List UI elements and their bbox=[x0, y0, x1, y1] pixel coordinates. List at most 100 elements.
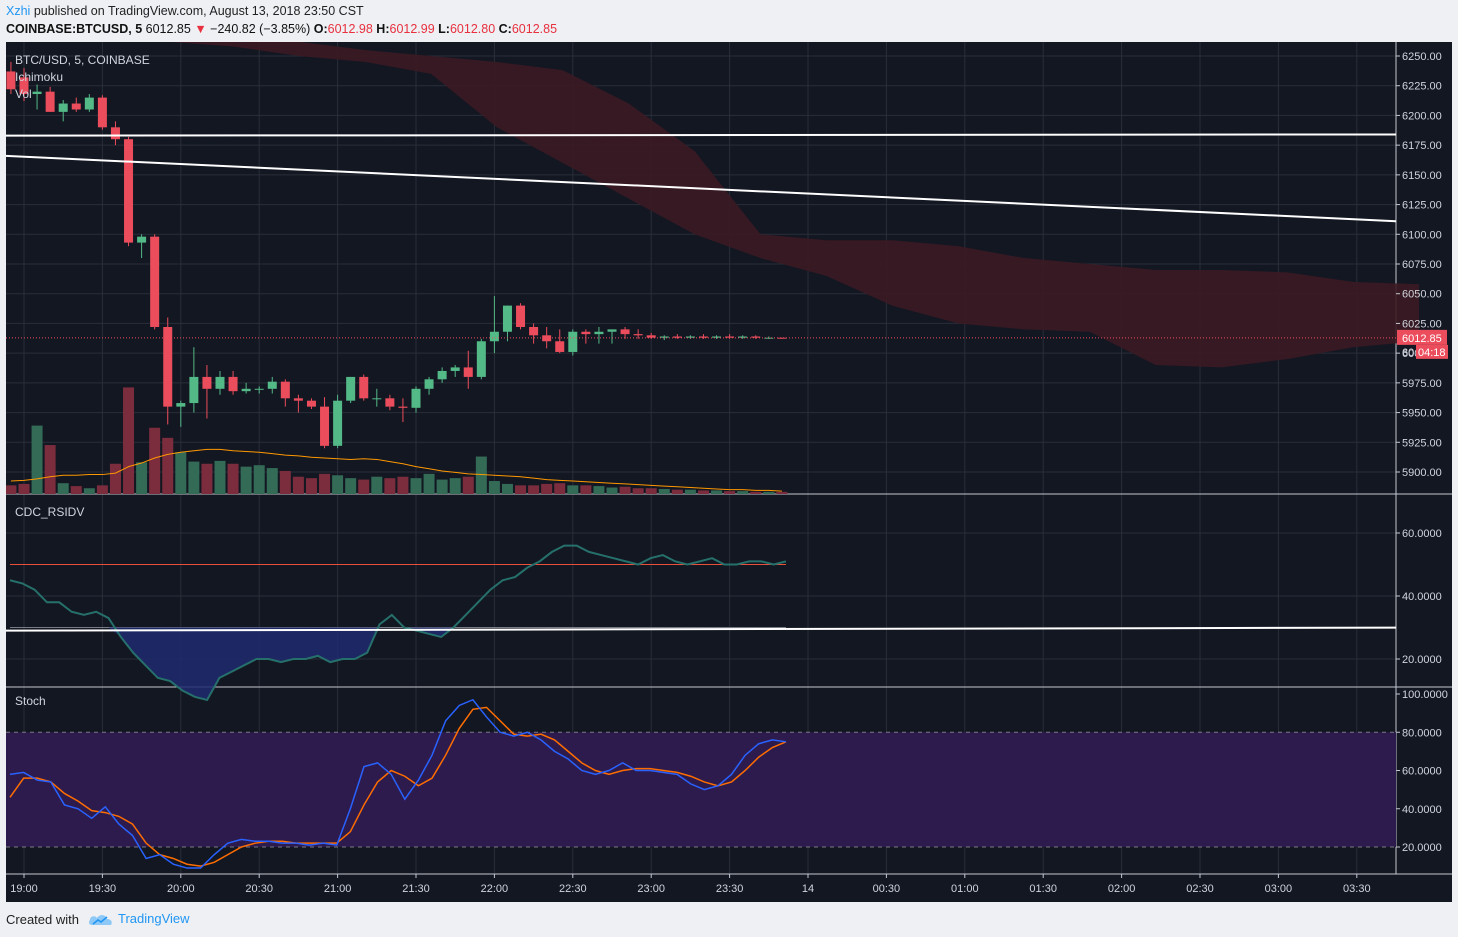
countdown-tag bbox=[1416, 344, 1448, 359]
interval-label: 5 bbox=[135, 22, 143, 36]
candle bbox=[228, 376, 238, 392]
volume-bar bbox=[109, 463, 121, 494]
candle bbox=[137, 236, 147, 243]
price-tick-label: 6175.00 bbox=[1402, 140, 1442, 152]
volume-bar bbox=[253, 465, 265, 494]
footer-bar: Created with TradingView bbox=[0, 903, 1458, 937]
candle bbox=[254, 388, 264, 390]
volume-bar bbox=[776, 491, 788, 494]
volume-bar bbox=[162, 437, 174, 494]
volume-bar bbox=[763, 491, 775, 494]
symbol-label: COINBASE:BTCUSD bbox=[6, 22, 129, 36]
volume-bar bbox=[724, 491, 736, 494]
volume-bar bbox=[18, 483, 30, 494]
candle bbox=[84, 97, 94, 110]
volume-bar bbox=[515, 485, 527, 494]
volume-bar bbox=[292, 476, 304, 494]
rsi-tick-label: 20.0000 bbox=[1402, 654, 1442, 666]
candle bbox=[97, 97, 107, 128]
time-tick-label: 02:00 bbox=[1108, 883, 1136, 895]
stoch-tick-label: 40.0000 bbox=[1402, 804, 1442, 816]
volume-bar bbox=[70, 486, 82, 494]
volume-bar bbox=[345, 478, 357, 494]
volume-bar bbox=[606, 487, 618, 494]
low-value: 6012.80 bbox=[449, 22, 496, 36]
high-label: H: bbox=[376, 22, 390, 36]
volume-bar bbox=[136, 462, 148, 494]
candle bbox=[725, 336, 735, 338]
volume-bar bbox=[83, 488, 95, 494]
countdown-label: 04:18 bbox=[1418, 347, 1446, 359]
candle bbox=[267, 381, 277, 389]
price-tick-label: 5975.00 bbox=[1402, 378, 1442, 390]
rsi-line bbox=[9, 544, 787, 702]
rsi-tick-label: 40.0000 bbox=[1402, 591, 1442, 603]
candle bbox=[32, 91, 42, 95]
volume-bar bbox=[266, 468, 278, 494]
candle bbox=[306, 400, 316, 407]
candle bbox=[163, 326, 173, 407]
change-value: −240.82 (−3.85%) bbox=[210, 22, 311, 36]
price-tick-label: 6125.00 bbox=[1402, 200, 1442, 212]
candle bbox=[411, 388, 421, 408]
candle bbox=[476, 341, 486, 377]
quote-line: COINBASE:BTCUSD, 5 6012.85 ▼ −240.82 (−3… bbox=[6, 22, 558, 36]
stoch-band bbox=[6, 732, 1396, 847]
volume-bar bbox=[175, 452, 187, 494]
tradingview-link[interactable]: TradingView bbox=[88, 911, 190, 927]
candle bbox=[698, 336, 708, 338]
candle bbox=[777, 337, 787, 339]
time-tick-label: 21:00 bbox=[324, 883, 352, 895]
author-link[interactable]: Xzhi bbox=[6, 4, 31, 18]
candle bbox=[45, 91, 55, 112]
last-price-tag-label: 6012.85 bbox=[1402, 333, 1442, 345]
candle bbox=[19, 77, 29, 95]
volume-bar bbox=[358, 479, 370, 494]
time-tick-label: 03:00 bbox=[1265, 883, 1293, 895]
price-tick-label: 6150.00 bbox=[1402, 170, 1442, 182]
price-tick-label: 6200.00 bbox=[1402, 110, 1442, 122]
volume-bar bbox=[541, 483, 553, 494]
volume-bar bbox=[449, 478, 461, 494]
rsi-oversold-fill bbox=[10, 627, 786, 700]
chart-area[interactable]: 6250.00 6225.00 6200.00 6175.00 6150.00 6125.… bbox=[6, 42, 1452, 902]
volume-bar bbox=[371, 476, 383, 494]
open-label: O: bbox=[313, 22, 328, 36]
candle bbox=[751, 336, 761, 338]
rsi-tick-label: 60.0000 bbox=[1402, 528, 1442, 540]
candle bbox=[424, 379, 434, 389]
volume-bar bbox=[227, 463, 239, 494]
volume-bar bbox=[750, 491, 762, 494]
rsi-trendline bbox=[6, 626, 1397, 632]
price-tick-label: 5900.00 bbox=[1402, 467, 1442, 479]
volume-bar bbox=[305, 478, 317, 494]
candle bbox=[58, 103, 68, 112]
publish-info: Xzhi published on TradingView.com, Augus… bbox=[6, 4, 364, 18]
candle bbox=[672, 336, 682, 338]
volume-bar bbox=[737, 491, 749, 494]
candle bbox=[568, 331, 578, 352]
candle bbox=[215, 376, 225, 389]
candle bbox=[685, 336, 695, 338]
header-bar: Xzhi published on TradingView.com, Augus… bbox=[0, 0, 1458, 42]
candle bbox=[529, 326, 539, 336]
ichimoku-legend: Ichimoku bbox=[15, 70, 63, 84]
time-tick-label: 02:30 bbox=[1186, 883, 1214, 895]
volume-bar bbox=[528, 485, 540, 494]
candle bbox=[71, 103, 81, 110]
time-tick-label: 20:30 bbox=[245, 883, 273, 895]
volume-bar bbox=[149, 427, 161, 494]
volume-bar bbox=[44, 445, 56, 494]
candle bbox=[110, 127, 120, 140]
candle bbox=[189, 376, 199, 404]
candle bbox=[659, 336, 669, 338]
down-arrow-icon: ▼ bbox=[194, 22, 207, 36]
candle bbox=[646, 335, 656, 338]
volume-bar bbox=[658, 488, 670, 494]
candle bbox=[450, 367, 460, 371]
stoch-d-line bbox=[9, 706, 787, 867]
time-tick-label: 19:30 bbox=[89, 883, 117, 895]
volume-bar bbox=[593, 486, 605, 494]
stoch-tick-label: 60.0000 bbox=[1402, 766, 1442, 778]
volume-bar bbox=[632, 488, 644, 494]
